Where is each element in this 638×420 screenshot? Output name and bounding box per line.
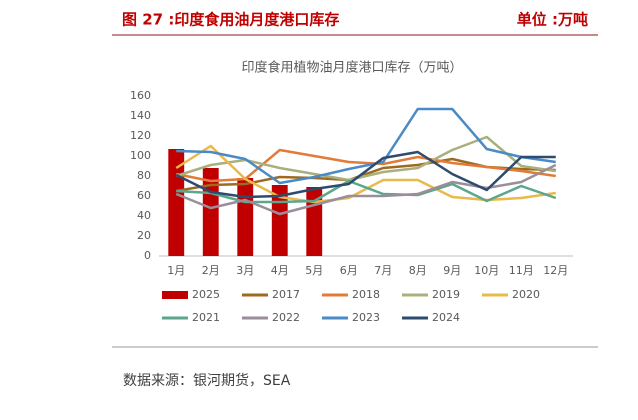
x-tick-label: 8月: [409, 264, 427, 277]
line: [175, 150, 556, 199]
x-tick-label: 10月: [474, 264, 499, 277]
x-tick-label: 9月: [443, 264, 461, 277]
x-tick-label: 6月: [340, 264, 358, 277]
y-tick-label: 140: [130, 109, 151, 122]
legend-label: 2019: [432, 288, 460, 301]
y-tick-label: 100: [130, 149, 151, 162]
line: [176, 107, 556, 185]
y-tick-label: 120: [130, 129, 151, 142]
chart-title: 印度食用植物油月度港口库存（万吨）: [241, 60, 462, 76]
line: [175, 163, 557, 216]
x-tick-label: 1月: [167, 264, 185, 277]
x-tick-label: 5月: [305, 264, 323, 277]
x-tick-label: 4月: [271, 264, 289, 277]
figure-title: 图 27 :印度食用油月度港口库存: [122, 11, 339, 29]
source: 数据来源：银河期货，SEA: [123, 372, 291, 389]
legend-swatch: [162, 291, 188, 299]
legend-label: 2021: [192, 311, 220, 324]
legend-label: 2025: [192, 288, 220, 301]
y-tick-label: 160: [130, 89, 151, 102]
legend-label: 2017: [272, 288, 300, 301]
y-tick-label: 0: [144, 249, 151, 262]
unit: 单位 :万吨: [517, 11, 588, 29]
bar: [237, 178, 254, 256]
legend-label: 2024: [432, 311, 460, 324]
x-tick-label: 7月: [374, 264, 392, 277]
legend-label: 2020: [512, 288, 540, 301]
y-tick-label: 80: [137, 169, 151, 182]
line: [176, 148, 556, 183]
x-tick-label: 11月: [509, 264, 534, 277]
x-tick-label: 3月: [236, 264, 254, 277]
line: [175, 135, 556, 182]
x-tick-label: 12月: [543, 264, 568, 277]
legend-label: 2022: [272, 311, 300, 324]
legend-label: 2018: [352, 288, 380, 301]
y-tick-label: 60: [137, 189, 151, 202]
x-tick-label: 2月: [202, 264, 220, 277]
y-tick-label: 20: [137, 229, 151, 242]
y-tick-label: 40: [137, 209, 151, 222]
legend-label: 2023: [352, 311, 380, 324]
